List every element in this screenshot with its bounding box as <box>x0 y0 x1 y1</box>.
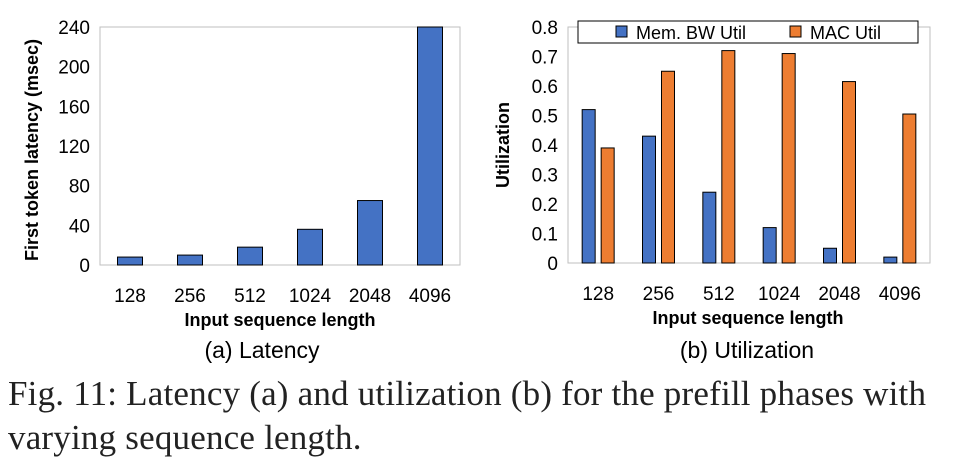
latency-subcaption: (a) Latency <box>204 337 320 363</box>
legend-label-mac: MAC Util <box>810 23 881 43</box>
utilization-bar <box>642 135 656 264</box>
utilization-bar <box>823 247 837 264</box>
latency-x-tick: 256 <box>174 286 206 307</box>
latency-bar <box>357 200 383 266</box>
utilization-x-tick: 2048 <box>818 284 860 305</box>
latency-bar <box>417 26 443 266</box>
utilization-x-tick: 128 <box>582 284 614 305</box>
utilization-bar <box>842 81 856 264</box>
utilization-bars <box>581 50 917 264</box>
utilization-x-axis-title: Input sequence length <box>652 308 843 328</box>
legend-label-mem-bw: Mem. BW Util <box>636 23 746 43</box>
latency-bar <box>297 228 323 266</box>
utilization-y-tick: 0.4 <box>532 136 559 157</box>
legend-swatch-mem-bw <box>615 25 628 38</box>
utilization-subcaption: (b) Utilization <box>680 337 814 363</box>
utilization-y-tick: 0.7 <box>532 48 558 69</box>
latency-y-tick: 160 <box>58 97 90 118</box>
latency-x-ticks: 128 256 512 1024 2048 4096 <box>114 286 451 307</box>
latency-x-tick: 2048 <box>349 286 391 307</box>
utilization-bar <box>883 256 898 264</box>
utilization-bar <box>902 113 917 264</box>
latency-y-tick: 120 <box>58 137 90 158</box>
latency-x-tick: 4096 <box>409 286 451 307</box>
utilization-plot-frame <box>567 26 931 264</box>
utilization-x-ticks: 128 256 512 1024 2048 4096 <box>582 284 921 305</box>
utilization-bar <box>581 109 596 264</box>
latency-plot-frame <box>99 26 461 266</box>
utilization-bar <box>661 70 675 264</box>
figure-caption: Fig. 11: Latency (a) and utilization (b)… <box>8 374 927 457</box>
latency-y-tick: 240 <box>58 18 90 39</box>
utilization-y-tick: 0.6 <box>532 77 558 98</box>
utilization-y-tick: 0.3 <box>532 166 558 187</box>
utilization-y-tick: 0.2 <box>532 195 558 216</box>
latency-x-tick: 1024 <box>289 286 332 307</box>
utilization-legend: Mem. BW Util MAC Util <box>577 20 919 44</box>
latency-y-tick: 40 <box>69 216 90 237</box>
latency-y-tick: 80 <box>69 177 90 198</box>
utilization-x-tick: 4096 <box>879 284 921 305</box>
latency-x-axis-title: Input sequence length <box>184 310 375 330</box>
utilization-bar <box>781 53 796 264</box>
utilization-y-axis-title: Utilization <box>493 102 513 188</box>
latency-y-tick: 200 <box>58 58 90 79</box>
utilization-bar <box>721 50 736 264</box>
latency-y-axis-title: First token latency (msec) <box>22 39 42 261</box>
latency-bar <box>237 246 263 266</box>
latency-y-ticks: 0 40 80 120 160 200 240 <box>58 18 90 277</box>
utilization-x-tick: 512 <box>703 284 735 305</box>
latency-x-tick: 128 <box>114 286 146 307</box>
latency-bars <box>117 26 443 266</box>
utilization-bar <box>762 227 777 264</box>
legend-swatch-mac <box>789 25 802 38</box>
latency-bar <box>117 256 143 266</box>
utilization-bar <box>702 191 717 264</box>
latency-y-tick: 0 <box>79 256 90 277</box>
utilization-x-tick: 256 <box>643 284 675 305</box>
latency-x-tick: 512 <box>234 286 266 307</box>
utilization-y-tick: 0.8 <box>532 18 558 39</box>
utilization-y-tick: 0.5 <box>532 107 558 128</box>
utilization-bar <box>600 147 615 264</box>
utilization-x-tick: 1024 <box>758 284 801 305</box>
latency-bar <box>177 254 203 266</box>
utilization-y-ticks: 0 0.1 0.2 0.3 0.4 0.5 0.6 0.7 0.8 <box>532 18 559 275</box>
utilization-chart: 0 0.1 0.2 0.3 0.4 0.5 0.6 0.7 0.8 128 256 512 1024 2… <box>493 18 931 363</box>
utilization-y-tick: 0 <box>547 254 558 275</box>
utilization-y-tick: 0.1 <box>532 225 558 246</box>
legend-box <box>577 20 919 44</box>
